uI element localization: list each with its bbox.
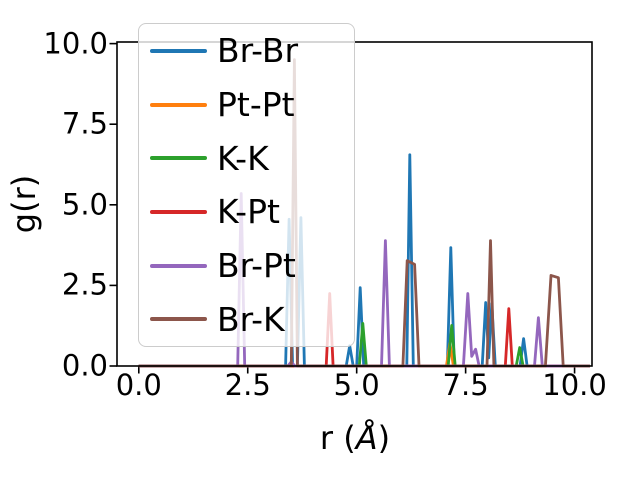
x-tick-label: 0.0 (115, 368, 162, 402)
y-axis-label: g(r) (5, 174, 43, 234)
legend-label: K-Pt (217, 192, 280, 232)
legend-entry-k-pt: K-Pt (139, 185, 354, 239)
legend-line-swatch (150, 48, 207, 53)
x-axis-label-suffix: ) (377, 419, 391, 457)
legend-entry-k-k: K-K (139, 131, 354, 185)
y-tick-label: 0.0 (61, 348, 108, 383)
y-tick-label: 10.0 (43, 26, 108, 61)
x-axis-label: r (Å) (320, 422, 390, 454)
legend-label: Br-K (217, 299, 285, 339)
legend-line-swatch (150, 102, 207, 107)
legend-entry-pt-pt: Pt-Pt (139, 78, 354, 132)
x-tick-label: 10.0 (542, 368, 607, 402)
legend-entry-br-br: Br-Br (139, 24, 354, 78)
legend-line-swatch (150, 209, 207, 214)
series-line-k-k (138, 321, 590, 368)
angstrom-symbol: Å (355, 419, 378, 457)
legend-entry-br-k: Br-K (139, 292, 354, 346)
legend-label: Br-Pt (217, 246, 296, 286)
x-tick-label: 5.0 (333, 368, 380, 402)
x-axis-label-prefix: r ( (319, 419, 356, 457)
legend-label: Pt-Pt (217, 85, 295, 124)
x-tick-label: 2.5 (224, 368, 271, 402)
legend-line-swatch (150, 156, 207, 161)
legend-entry-br-pt: Br-Pt (139, 239, 354, 293)
y-tick-label: 7.5 (61, 106, 108, 141)
legend-label: K-K (217, 138, 269, 178)
legend-label: Br-Br (217, 31, 299, 71)
legend-line-swatch (150, 263, 207, 268)
x-tick-label: 7.5 (442, 368, 489, 402)
y-tick-label: 2.5 (61, 267, 108, 302)
y-tick-label: 5.0 (61, 187, 108, 222)
legend-line-swatch (150, 317, 207, 322)
legend: Br-Br Pt-Pt K-K K-Pt Br-Pt Br-K (138, 23, 355, 347)
